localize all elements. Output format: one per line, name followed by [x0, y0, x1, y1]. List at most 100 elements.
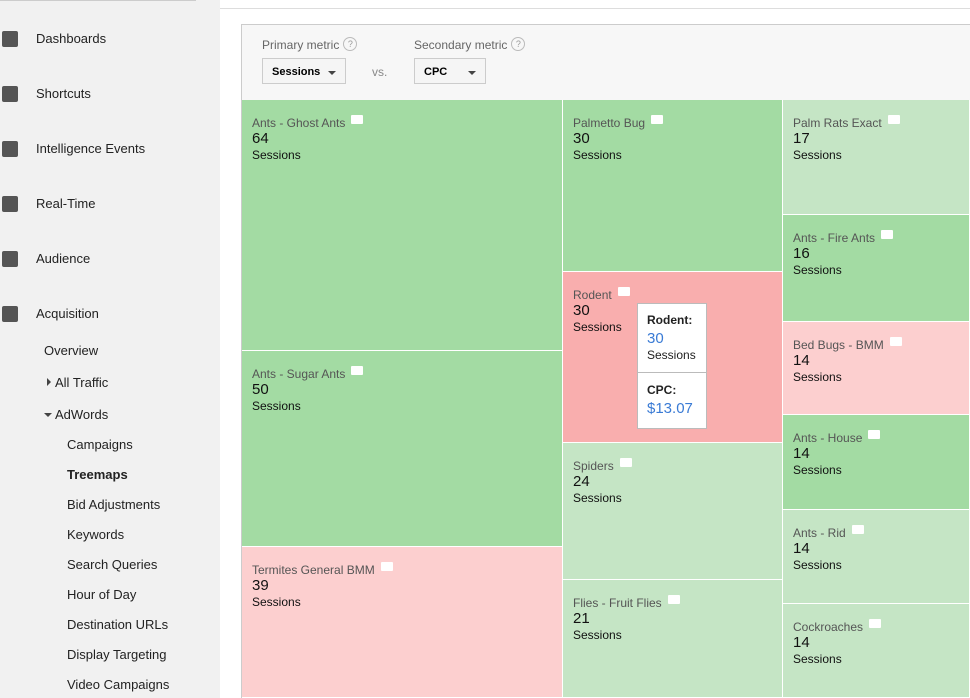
annotation-icon[interactable] [881, 230, 894, 239]
tile-label-text: Flies - Fruit Flies [573, 596, 662, 610]
tile-label: Spiders [573, 458, 632, 473]
tile-unit: Sessions [573, 491, 622, 505]
tile-label-text: Termites General BMM [252, 563, 375, 577]
annotation-icon[interactable] [351, 366, 364, 375]
tile-label-text: Ants - House [793, 431, 863, 445]
tile-label: Palm Rats Exact [793, 115, 900, 130]
treemap-tile[interactable]: Cockroaches 14 Sessions [783, 604, 970, 698]
tile-label-text: Rodent [573, 288, 612, 302]
tile-value: 30 [573, 130, 590, 147]
tooltip-title: Rodent: [647, 313, 693, 327]
tile-label: Ants - Ghost Ants [252, 115, 364, 130]
treemap-tile[interactable]: Ants - Rid 14 Sessions [783, 510, 970, 604]
label-text: Primary metric [262, 38, 340, 52]
tile-value: 14 [793, 445, 810, 462]
tile-unit: Sessions [793, 652, 842, 666]
treemap-tile[interactable]: Bed Bugs - BMM 14 Sessions [783, 322, 970, 415]
tooltip-secondary-value: $13.07 [647, 400, 693, 417]
tile-unit: Sessions [793, 148, 842, 162]
nav-icon [2, 306, 18, 322]
treemap-tile[interactable]: Palm Rats Exact 17 Sessions [783, 100, 970, 215]
tile-label: Ants - House [793, 430, 881, 445]
nav-subitem[interactable]: Display Targeting [67, 647, 167, 662]
tile-label-text: Bed Bugs - BMM [793, 338, 884, 352]
nav-subitem[interactable]: Search Queries [67, 557, 158, 572]
treemap-tile[interactable]: Ants - Sugar Ants 50 Sessions [242, 351, 563, 547]
treemap-tile[interactable]: Termites General BMM 39 Sessions [242, 547, 563, 698]
tile-value: 14 [793, 352, 810, 369]
tile-label: Ants - Rid [793, 525, 864, 540]
annotation-icon[interactable] [887, 115, 900, 124]
tile-label-text: Ants - Sugar Ants [252, 367, 346, 381]
tile-label: Termites General BMM [252, 562, 393, 577]
nav-subitem[interactable]: Treemaps [67, 467, 128, 482]
annotation-icon[interactable] [619, 458, 632, 467]
tooltip-divider [638, 372, 706, 373]
annotation-icon[interactable] [380, 562, 393, 571]
annotation-icon[interactable] [351, 115, 364, 124]
tile-value: 21 [573, 610, 590, 627]
tile-label: Rodent [573, 287, 630, 302]
annotation-icon[interactable] [617, 287, 630, 296]
tile-value: 17 [793, 130, 810, 147]
secondary-dropdown[interactable]: CPC [414, 58, 486, 84]
expander [44, 413, 52, 417]
nav-item[interactable]: Intelligence Events [36, 141, 146, 156]
nav-icon [2, 31, 18, 47]
help-icon[interactable]: ? [511, 37, 526, 51]
treemap-tile[interactable]: Ants - House 14 Sessions [783, 415, 970, 510]
treemap-tile[interactable]: Spiders 24 Sessions [563, 443, 783, 580]
annotation-icon[interactable] [651, 115, 664, 124]
tile-value: 24 [573, 473, 590, 490]
nav-subitem[interactable]: Destination URLs [67, 617, 169, 632]
primary-dropdown[interactable]: Sessions [262, 58, 346, 84]
tile-label: Cockroaches [793, 619, 882, 634]
label-text: Secondary metric [414, 38, 508, 52]
tile-unit: Sessions [793, 558, 842, 572]
annotation-icon[interactable] [869, 619, 882, 628]
nav-icon [2, 196, 18, 212]
treemap-tile[interactable]: Ants - Ghost Ants 64 Sessions [242, 100, 563, 351]
annotation-icon[interactable] [667, 595, 680, 604]
nav-subitem[interactable]: Keywords [67, 527, 125, 542]
treemap-tile[interactable]: Flies - Fruit Flies 21 Sessions [563, 580, 783, 698]
tile-unit: Sessions [573, 628, 622, 642]
nav-subitem[interactable]: Hour of Day [67, 587, 137, 602]
nav-item[interactable]: Acquisition [36, 306, 99, 321]
divider [220, 8, 970, 9]
tile-label-text: Spiders [573, 459, 614, 473]
treemap-tile[interactable]: Palmetto Bug 30 Sessions [563, 100, 783, 272]
help-icon[interactable]: ? [343, 37, 358, 51]
tile-label-text: Cockroaches [793, 620, 864, 634]
tile-value: 39 [252, 577, 269, 594]
nav-item[interactable]: Shortcuts [36, 86, 91, 101]
nav-subitem[interactable]: Video Campaigns [67, 677, 170, 692]
tile-unit: Sessions [252, 399, 301, 413]
tile-label: Palmetto Bug [573, 115, 664, 130]
nav-item[interactable]: Dashboards [36, 31, 107, 46]
tile-value: 50 [252, 381, 269, 398]
nav-item[interactable]: Audience [36, 251, 91, 266]
tile-unit: Sessions [573, 320, 622, 334]
nav-item[interactable]: Real-Time [36, 196, 96, 211]
annotation-icon[interactable] [868, 430, 881, 439]
sidebar: Dashboards Shortcuts Intelligence Events Re… [0, 0, 220, 698]
nav-subitem[interactable]: Overview [44, 343, 99, 358]
tile-value: 16 [793, 245, 810, 262]
primary-label: Primary metric? [262, 37, 358, 52]
annotation-icon[interactable] [851, 525, 864, 534]
annotation-icon[interactable] [889, 337, 902, 346]
vs-text: vs. [372, 65, 388, 79]
nav-subitem[interactable]: All Traffic [55, 375, 109, 390]
tile-label: Ants - Sugar Ants [252, 366, 364, 381]
nav-subitem[interactable]: Bid Adjustments [67, 497, 161, 512]
nav-subitem[interactable]: AdWords [55, 407, 109, 422]
nav-subitem[interactable]: Campaigns [67, 437, 133, 452]
tile-unit: Sessions [793, 263, 842, 277]
secondary-label: Secondary metric? [414, 37, 526, 52]
tile-value: 14 [793, 634, 810, 651]
expander [47, 378, 51, 386]
tooltip-unit: Sessions [647, 348, 696, 362]
treemap-tile[interactable]: Ants - Fire Ants 16 Sessions [783, 215, 970, 322]
